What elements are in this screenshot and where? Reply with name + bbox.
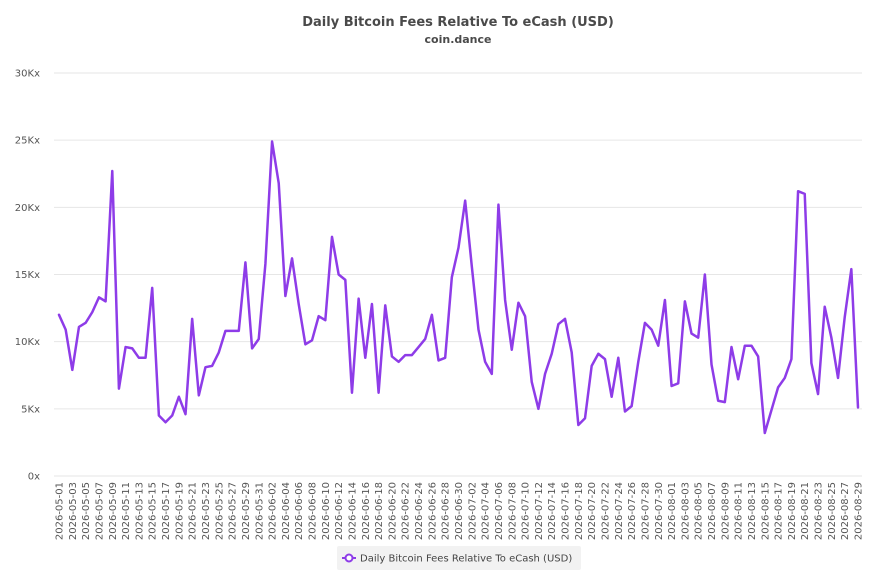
x-tick-label: 2026-06-30 — [454, 482, 465, 540]
x-tick-label: 2026-06-12 — [334, 482, 345, 540]
x-tick-label: 2026-08-07 — [707, 482, 718, 540]
x-tick-label: 2026-05-29 — [241, 482, 252, 540]
x-tick-label: 2026-08-23 — [814, 482, 825, 540]
x-tick-label: 2026-06-10 — [321, 482, 332, 540]
x-tick-label: 2026-08-25 — [827, 482, 838, 540]
x-tick-label: 2026-08-13 — [747, 482, 758, 540]
x-tick-label: 2026-05-03 — [68, 482, 79, 540]
x-tick-label: 2026-05-11 — [121, 482, 132, 540]
x-tick-label: 2026-05-05 — [81, 482, 92, 540]
x-tick-label: 2026-08-17 — [774, 482, 785, 540]
y-tick-label: 10Kx — [15, 337, 40, 348]
grid — [54, 72, 862, 477]
x-tick-label: 2026-07-12 — [534, 482, 545, 540]
x-axis: 2026-05-01 2026-05-03 2026-05-05 2026-05-07… — [55, 482, 865, 540]
x-tick-label: 2026-06-04 — [281, 482, 292, 540]
y-axis: 0x 5Kx 10Kx 15Kx 20Kx 25Kx 30Kx — [15, 69, 40, 483]
x-tick-label: 2026-05-27 — [228, 482, 239, 540]
x-tick-label: 2026-05-19 — [174, 482, 185, 540]
x-tick-label: 2026-08-27 — [840, 482, 851, 540]
x-tick-label: 2026-06-08 — [308, 482, 319, 540]
x-tick-label: 2026-07-30 — [654, 482, 665, 540]
x-tick-label: 2026-07-20 — [587, 482, 598, 540]
x-tick-label: 2026-08-05 — [694, 482, 705, 540]
x-tick-label: 2026-06-22 — [401, 482, 412, 540]
x-tick-label: 2026-06-24 — [414, 482, 425, 540]
x-tick-label: 2026-07-08 — [507, 482, 518, 540]
y-tick-label: 20Kx — [15, 203, 40, 214]
x-tick-label: 2026-06-26 — [427, 482, 438, 540]
x-tick-label: 2026-05-09 — [108, 482, 119, 540]
x-tick-label: 2026-07-22 — [600, 482, 611, 540]
x-tick-label: 2026-05-31 — [254, 482, 265, 540]
x-tick-label: 2026-07-26 — [627, 482, 638, 540]
x-tick-label: 2026-07-24 — [614, 482, 625, 540]
x-tick-label: 2026-06-18 — [374, 482, 385, 540]
y-tick-label: 30Kx — [15, 69, 40, 80]
x-tick-label: 2026-07-04 — [481, 482, 492, 540]
x-tick-label: 2026-06-28 — [441, 482, 452, 540]
series-line[interactable] — [57, 140, 860, 435]
legend[interactable]: Daily Bitcoin Fees Relative To eCash (US… — [337, 546, 581, 570]
x-tick-label: 2026-08-19 — [787, 482, 798, 540]
x-tick-label: 2026-06-16 — [361, 482, 372, 540]
x-tick-label: 2026-08-01 — [667, 482, 678, 540]
y-tick-label: 25Kx — [15, 136, 40, 147]
x-tick-label: 2026-05-07 — [94, 482, 105, 540]
x-tick-label: 2026-08-15 — [760, 482, 771, 540]
x-tick-label: 2026-05-01 — [55, 482, 66, 540]
legend-label: Daily Bitcoin Fees Relative To eCash (US… — [360, 554, 572, 565]
chart-title: Daily Bitcoin Fees Relative To eCash (US… — [302, 15, 614, 30]
legend-swatch-dot — [344, 553, 354, 563]
x-tick-label: 2026-08-21 — [800, 482, 811, 540]
x-tick-label: 2026-05-25 — [214, 482, 225, 540]
x-tick-label: 2026-07-10 — [521, 482, 532, 540]
x-tick-label: 2026-05-17 — [161, 482, 172, 540]
x-tick-label: 2026-06-20 — [387, 482, 398, 540]
x-tick-label: 2026-06-02 — [268, 482, 279, 540]
x-tick-label: 2026-07-06 — [494, 482, 505, 540]
x-tick-label: 2026-08-11 — [734, 482, 745, 540]
x-tick-label: 2026-08-09 — [720, 482, 731, 540]
y-tick-label: 0x — [28, 472, 40, 483]
x-tick-label: 2026-07-18 — [574, 482, 585, 540]
y-tick-label: 15Kx — [15, 270, 40, 281]
x-tick-label: 2026-05-21 — [188, 482, 199, 540]
y-tick-label: 5Kx — [21, 404, 40, 415]
series-layer — [57, 140, 860, 435]
x-tick-label: 2026-05-13 — [134, 482, 145, 540]
x-tick-label: 2026-05-23 — [201, 482, 212, 540]
chart-subtitle: coin.dance — [425, 33, 492, 46]
x-tick-label: 2026-08-29 — [854, 482, 865, 540]
x-tick-label: 2026-07-16 — [561, 482, 572, 540]
x-tick-label: 2026-08-03 — [680, 482, 691, 540]
x-tick-label: 2026-07-14 — [547, 482, 558, 540]
x-tick-label: 2026-05-15 — [148, 482, 159, 540]
x-tick-label: 2026-07-02 — [467, 482, 478, 540]
x-tick-label: 2026-06-14 — [347, 482, 358, 540]
legend-background — [337, 546, 581, 570]
x-tick-label: 2026-07-28 — [640, 482, 651, 540]
x-tick-label: 2026-06-06 — [294, 482, 305, 540]
